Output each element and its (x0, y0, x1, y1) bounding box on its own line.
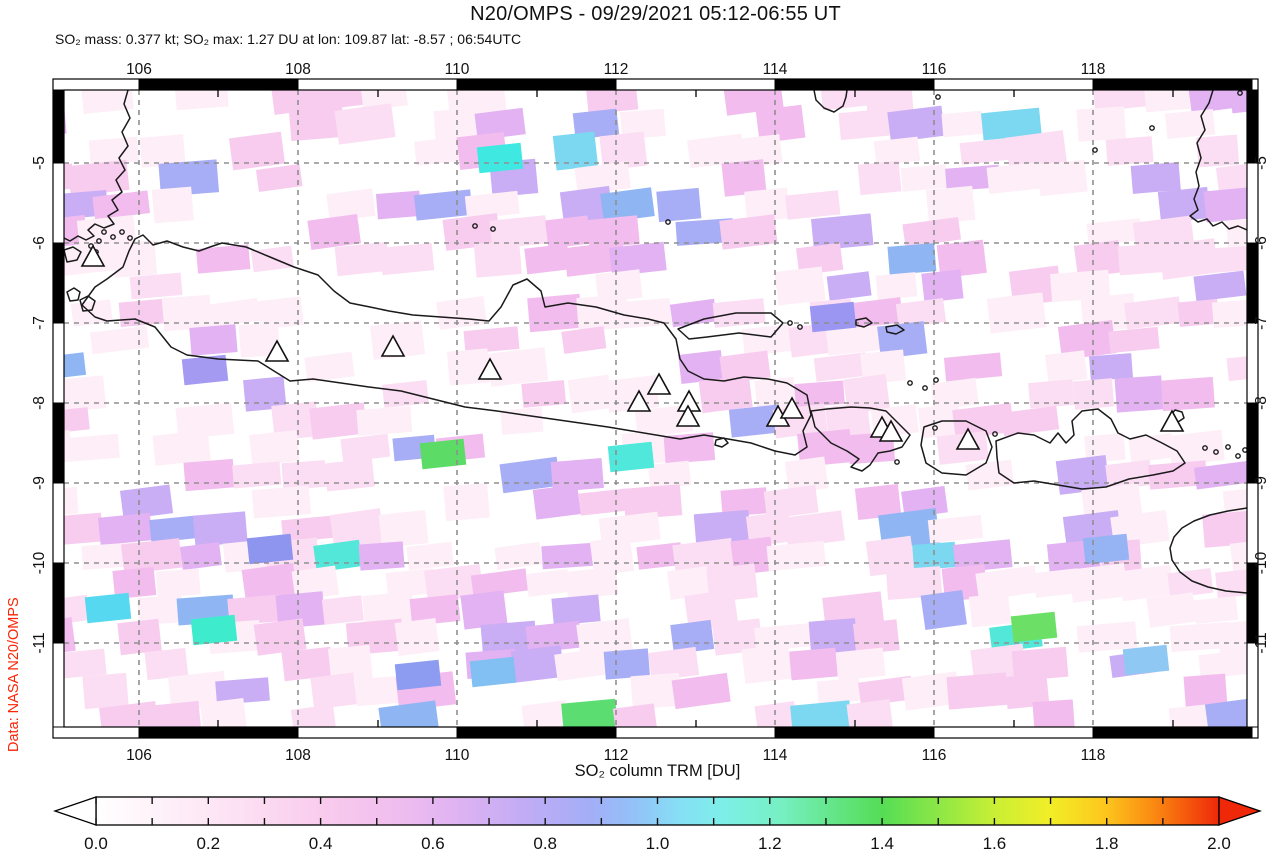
lon-tick-label: 106 (126, 747, 152, 764)
colorbar: 0.0 0.2 0.4 0.6 0.8 1.0 1.2 1.4 1.6 1.8 2.0 (52, 796, 1263, 853)
lat-tick-label: -5 (1253, 156, 1270, 170)
coast-lombok (920, 420, 993, 476)
lon-tick-label: 116 (922, 61, 947, 78)
colorbar-tick-label: 1.6 (983, 834, 1007, 853)
volcano-triangle-icon (380, 334, 406, 357)
coastlines (64, 90, 1247, 594)
coast-lampung (64, 246, 82, 263)
lat-tick-label: -10 (31, 551, 48, 574)
coast-sumba (1169, 507, 1247, 594)
lon-tick-label: 116 (922, 747, 947, 764)
coast-sumbawa (995, 408, 1186, 490)
coast-sumatra (64, 90, 131, 242)
lat-tick-label: -7 (1253, 316, 1270, 330)
coast-ujung_kulon_a (66, 287, 81, 302)
coast-java (81, 234, 812, 456)
lat-tick-label: -7 (31, 316, 48, 330)
lat-tick-label: -9 (31, 476, 48, 490)
lon-tick-label: 110 (445, 61, 470, 78)
volcano-triangle-icon (955, 427, 981, 450)
volcano-triangle-icon (878, 419, 904, 442)
colorbar-tick-label: 1.8 (1095, 834, 1119, 853)
lon-tick-label: 118 (1081, 61, 1106, 78)
volcano-triangle-icon (626, 389, 652, 412)
colorbar-tick-label: 1.2 (758, 834, 782, 853)
coast-madura (677, 312, 784, 340)
gridlines (64, 90, 1247, 727)
colorbar-tick-label: 0.0 (84, 834, 108, 853)
colorbar-left-arrow-icon (52, 796, 97, 826)
lat-tick-label: -8 (31, 396, 48, 410)
lat-tick-label: -8 (1253, 396, 1270, 410)
lon-tick-label: 110 (445, 747, 470, 764)
colorbar-title: SO₂ column TRM [DU] (574, 762, 741, 780)
lat-tick-label: -11 (31, 632, 48, 653)
figure-title: N20/OMPS - 09/29/2021 05:12-06:55 UT (470, 3, 841, 25)
lat-tick-label: -11 (1253, 632, 1270, 653)
axis-labels: 106 106 108 108 110 110 112 112 114 114 116 116 118 1… (31, 61, 1270, 764)
lat-tick-label: -6 (31, 236, 48, 250)
colorbar-tick-label: 1.0 (646, 834, 670, 853)
lat-tick-label: -9 (1253, 476, 1270, 490)
coast-ujung_kulon_b (79, 295, 96, 312)
volcano-triangle-icon (80, 244, 106, 267)
colorbar-tick-label: 0.8 (533, 834, 557, 853)
coast-kangean_a (855, 317, 873, 328)
volcano-triangle-icon (646, 372, 672, 395)
axis-frame (52, 78, 1259, 739)
volcano-triangle-icon (675, 404, 701, 427)
colorbar-tick-label: 2.0 (1207, 834, 1231, 853)
coast-nusa_barung (714, 437, 729, 448)
volcano-triangle-icon (779, 396, 805, 419)
lon-tick-label: 112 (604, 61, 629, 78)
volcano-markers (80, 244, 1185, 450)
lon-tick-label: 112 (604, 747, 629, 764)
lon-tick-label: 118 (1081, 747, 1106, 764)
data-credit-text: Data: NASA N20/OMPS (6, 597, 22, 752)
colorbar-right-arrow-icon (1218, 796, 1263, 826)
colorbar-tick-label: 0.6 (421, 834, 445, 853)
coast-sulawesi (1189, 90, 1247, 231)
volcano-triangle-icon (477, 357, 503, 380)
colorbar-tick-label: 1.4 (870, 834, 894, 853)
colorbar-tick-label: 0.4 (309, 834, 333, 853)
volcano-triangle-icon (264, 339, 290, 362)
volcano-triangle-icon (1159, 409, 1185, 432)
lon-tick-label: 108 (285, 61, 311, 78)
lon-tick-label: 114 (763, 61, 788, 78)
lon-tick-label: 106 (126, 61, 152, 78)
figure-subtitle: SO₂ mass: 0.377 kt; SO₂ max: 1.27 DU at … (55, 31, 522, 47)
coast-kalimantan_tip (813, 90, 848, 113)
minor-ticks (217, 90, 1174, 727)
colorbar-tick-label: 0.2 (196, 834, 220, 853)
lon-tick-label: 114 (763, 747, 788, 764)
lat-tick-label: -6 (1253, 236, 1270, 250)
coast-bali (810, 406, 911, 472)
coast-kangean_b (885, 324, 905, 335)
lat-tick-label: -10 (1253, 551, 1270, 574)
lat-tick-label: -5 (31, 156, 48, 170)
lon-tick-label: 108 (285, 747, 311, 764)
